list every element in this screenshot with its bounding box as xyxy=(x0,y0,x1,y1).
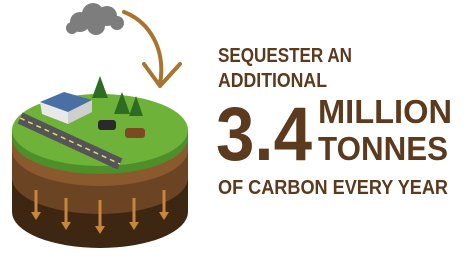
headline-unit: TONNES xyxy=(318,130,448,167)
headline-figure: 3.4 xyxy=(216,92,312,177)
headline-unit: MILLION xyxy=(318,93,452,130)
headline-line: SEQUESTER AN xyxy=(218,45,352,67)
headline-line: ADDITIONAL xyxy=(218,70,327,92)
smoke-cloud xyxy=(66,3,124,35)
headline: SEQUESTER AN ADDITIONAL 3.4 MILLION TONN… xyxy=(216,45,452,199)
headline-line: OF CARBON EVERY YEAR xyxy=(218,177,449,199)
arrow xyxy=(124,12,161,84)
illustration xyxy=(12,3,188,248)
infographic: SEQUESTER AN ADDITIONAL 3.4 MILLION TONN… xyxy=(0,0,471,262)
